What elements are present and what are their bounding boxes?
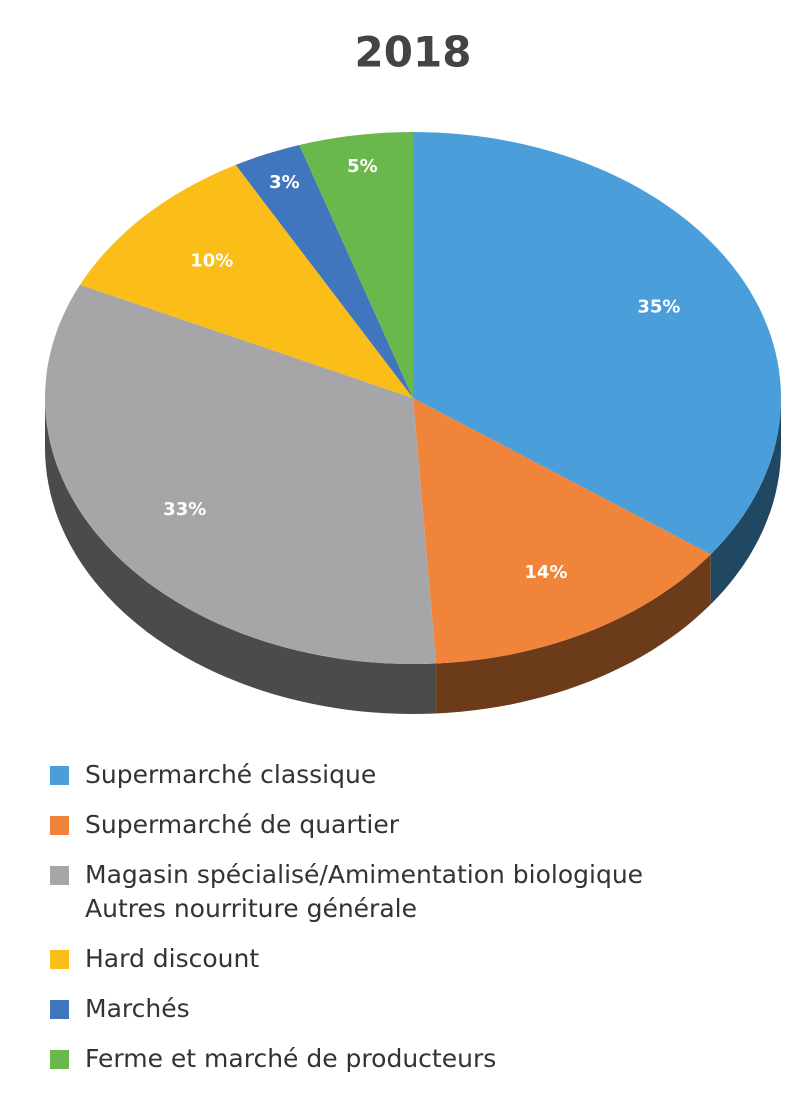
slice bbox=[413, 398, 711, 664]
legend-label: Supermarché classique bbox=[85, 760, 377, 789]
legend-item: Magasin spécialisé/Amimentation biologiq… bbox=[50, 858, 643, 926]
data-label: 10% bbox=[190, 250, 233, 271]
data-label: 3% bbox=[269, 172, 300, 193]
data-label: 14% bbox=[524, 562, 567, 583]
data-label: 5% bbox=[347, 156, 378, 177]
legend-label: Marchés bbox=[85, 994, 190, 1023]
legend-label: Supermarché de quartier bbox=[85, 810, 400, 839]
legend-swatch bbox=[50, 816, 69, 835]
slice bbox=[299, 132, 413, 398]
legend: Supermarché classique Supermarché de quar… bbox=[50, 758, 643, 1076]
legend-label: Ferme et marché de producteurs bbox=[85, 1044, 497, 1073]
legend-label: Magasin spécialisé/Amimentation biologiq… bbox=[85, 860, 644, 923]
slice bbox=[45, 284, 437, 664]
slice-side bbox=[436, 554, 711, 714]
legend-item: Hard discount bbox=[50, 942, 643, 976]
slice-side bbox=[45, 398, 437, 714]
slice bbox=[80, 164, 413, 398]
legend-swatch bbox=[50, 866, 69, 885]
chart-title: 2018 bbox=[355, 28, 472, 77]
slice bbox=[235, 145, 413, 398]
data-label: 33% bbox=[163, 499, 206, 520]
legend-item: Supermarché de quartier bbox=[50, 808, 643, 842]
legend-swatch bbox=[50, 766, 69, 785]
pie-sides bbox=[45, 398, 781, 714]
chart: 2018 35% 14% 33% 10% 3% 5% bbox=[45, 28, 781, 714]
legend-swatch bbox=[50, 1050, 69, 1069]
slice-side bbox=[710, 398, 781, 605]
legend-label: Hard discount bbox=[85, 944, 260, 973]
legend-item: Ferme et marché de producteurs bbox=[50, 1042, 643, 1076]
legend-item: Marchés bbox=[50, 992, 643, 1026]
legend-swatch bbox=[50, 1000, 69, 1019]
data-label: 35% bbox=[637, 296, 680, 317]
legend-item: Supermarché classique bbox=[50, 758, 643, 792]
slice bbox=[413, 132, 781, 555]
legend-swatch bbox=[50, 950, 69, 969]
